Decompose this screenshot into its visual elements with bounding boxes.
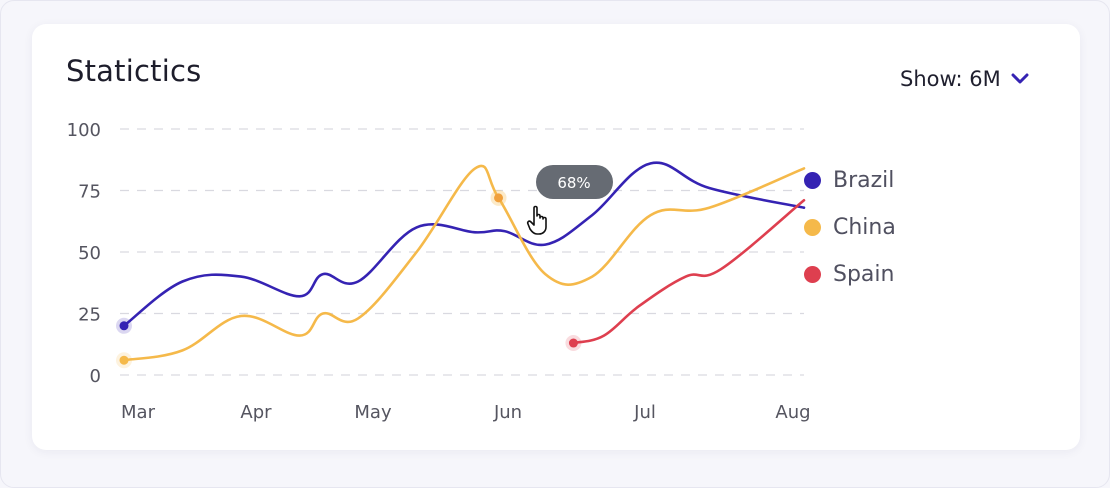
y-axis: 0 25 50 75 100 [67,120,101,387]
hand-pointer-icon [526,205,547,235]
period-dropdown[interactable]: Show: 6M [900,64,1029,94]
point-markers [116,189,582,369]
legend-label: Brazil [833,168,895,193]
legend-dot [804,266,821,283]
series-lines [122,161,806,362]
legend-label: China [833,215,896,240]
x-tick-label: May [354,402,392,423]
x-tick-label: Jun [493,402,522,423]
series-line-china[interactable] [122,164,806,362]
start-point-china[interactable] [119,355,129,365]
period-dropdown-label: Show: 6M [900,67,1001,91]
x-tick-label: Aug [775,402,810,423]
x-tick-label: Apr [240,402,272,423]
series-line-brazil[interactable] [122,161,806,328]
legend-dot [804,172,821,189]
legend-label: Spain [833,262,895,287]
y-tick-label: 0 [90,366,101,387]
x-tick-label: Jul [633,402,656,423]
chevron-down-icon [1011,73,1029,84]
y-tick-label: 50 [78,243,101,264]
start-point-spain[interactable] [568,338,578,348]
start-point-brazil[interactable] [119,321,129,331]
y-tick-label: 25 [78,305,101,326]
y-tick-label: 100 [67,120,101,141]
statistics-card: Statictics Show: 6M [32,24,1080,450]
series-line-spain[interactable] [572,199,806,345]
legend-item-brazil[interactable]: Brazil [804,150,896,211]
x-tick-label: Mar [121,402,156,423]
grid-lines [120,128,804,376]
chart-tooltip: 68% [536,165,613,199]
x-axis: Mar Apr May Jun Jul Aug [121,402,811,423]
tooltip-label: 68% [557,174,590,192]
legend-dot [804,219,821,236]
legend-item-china[interactable]: China [804,197,896,258]
chart-legend: Brazil China Spain [804,150,896,305]
card-title: Statictics [66,54,202,88]
legend-item-spain[interactable]: Spain [804,244,896,305]
y-tick-label: 75 [78,182,101,203]
hover-point[interactable] [494,193,504,203]
